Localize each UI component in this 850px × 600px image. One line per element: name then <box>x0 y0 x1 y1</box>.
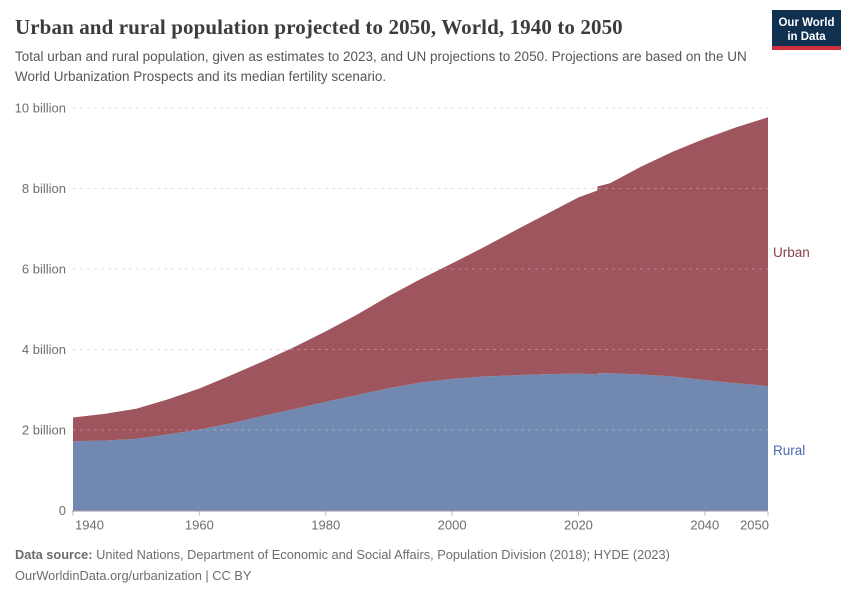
chart-header: Urban and rural population projected to … <box>15 14 760 86</box>
y-tick-label: 6 billion <box>22 262 66 277</box>
y-tick-label: 4 billion <box>22 342 66 357</box>
y-tick-label: 10 billion <box>15 101 66 116</box>
rural-area-series[interactable] <box>73 373 768 511</box>
rural-series-label: Rural <box>773 443 806 458</box>
footer-source-label: Data source: <box>15 547 93 562</box>
footer-source: Data source: United Nations, Department … <box>15 544 670 565</box>
footer-license-link[interactable]: OurWorldinData.org/urbanization | CC BY <box>15 568 252 583</box>
x-tick-label: 2050 <box>740 518 769 533</box>
owid-logo-stripe <box>772 46 841 50</box>
page-subtitle: Total urban and rural population, given … <box>15 49 747 84</box>
x-tick-label: 2020 <box>564 518 593 533</box>
y-tick-label: 2 billion <box>22 423 66 438</box>
x-tick-label: 1940 <box>75 518 104 533</box>
urban-series-label: Urban <box>773 245 810 260</box>
chart-footer: Data source: United Nations, Department … <box>15 544 670 586</box>
owid-logo[interactable]: Our World in Data <box>772 10 841 50</box>
footer-source-text: United Nations, Department of Economic a… <box>92 547 670 562</box>
x-tick-label: 2000 <box>438 518 467 533</box>
owid-logo-line1: Our World <box>778 17 835 29</box>
urban-area-series[interactable] <box>73 117 768 442</box>
x-tick-label: 1980 <box>311 518 340 533</box>
x-tick-label: 2040 <box>690 518 719 533</box>
owid-logo-line2: in Data <box>787 31 826 43</box>
y-tick-label: 8 billion <box>22 181 66 196</box>
y-tick-label: 0 <box>59 503 66 518</box>
x-tick-label: 1960 <box>185 518 214 533</box>
page-title: Urban and rural population projected to … <box>15 15 623 39</box>
